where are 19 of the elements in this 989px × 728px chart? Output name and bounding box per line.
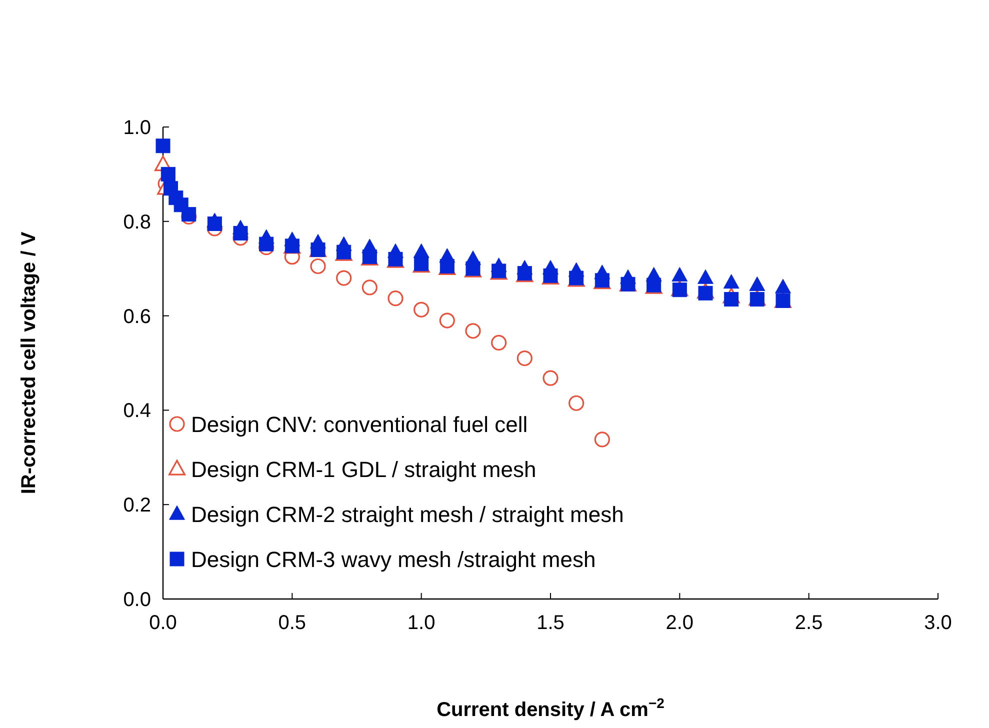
y-tick-label: 0.2: [123, 494, 151, 517]
y-tick-label: 0.0: [123, 589, 151, 611]
x-tick-label: 1.0: [407, 612, 436, 634]
x-tick-label: 0.5: [278, 612, 306, 634]
x-tick-label: 0.0: [149, 612, 177, 634]
y-tick-label: 0.4: [123, 400, 151, 422]
x-tick-label: 1.5: [536, 612, 564, 634]
y-tick-label: 0.6: [123, 306, 151, 328]
x-axis-title: Current density / A cm$^{−2}$: [436, 695, 665, 721]
y-axis-title: IR-corrected cell voltage / V: [18, 231, 40, 494]
legend-label: Design CRM-2 straight mesh / straight mesh: [191, 502, 624, 527]
legend-label: Design CRM-1 GDL / straight mesh: [191, 457, 536, 482]
legend-label: Design CRM-3 wavy mesh /straight mesh: [191, 547, 596, 572]
x-tick-label: 2.0: [666, 612, 694, 634]
x-tick-label: 2.5: [794, 612, 823, 634]
y-tick-label: 1.0: [123, 117, 151, 139]
x-tick-label: 3.0: [924, 612, 952, 634]
y-tick-label: 0.8: [123, 211, 151, 234]
legend-label: Design CNV: conventional fuel cell: [191, 412, 528, 437]
